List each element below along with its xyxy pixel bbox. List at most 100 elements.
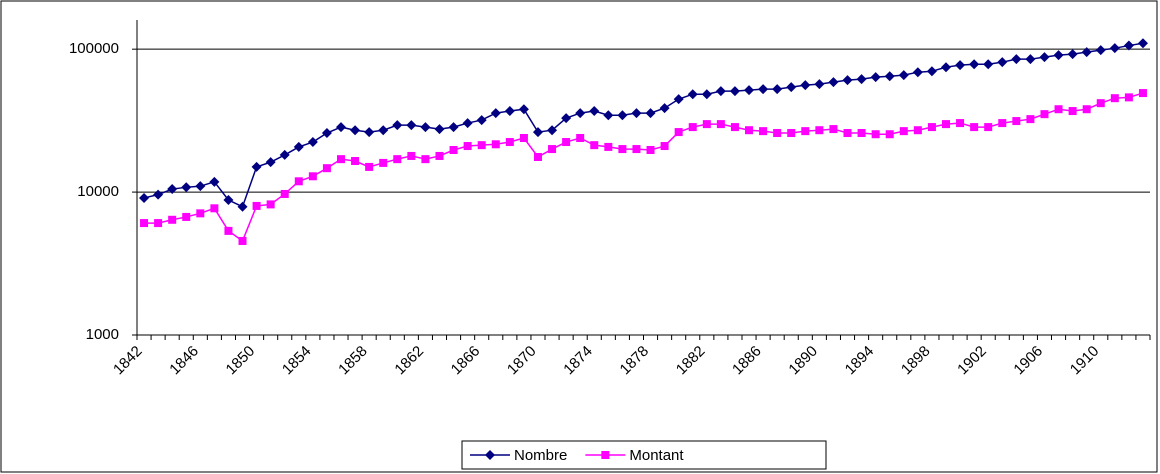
data-point: [787, 129, 796, 138]
data-point: [617, 110, 628, 121]
data-point: [1011, 54, 1022, 65]
data-point: [420, 122, 431, 133]
data-point: [745, 126, 754, 135]
data-point: [716, 120, 725, 129]
data-point: [448, 122, 459, 133]
data-point: [898, 70, 909, 81]
data-point: [829, 125, 838, 134]
data-point: [884, 71, 895, 82]
data-point: [1040, 110, 1049, 119]
data-point: [576, 134, 585, 143]
data-point: [1053, 50, 1064, 61]
data-point: [182, 212, 191, 221]
data-point: [209, 176, 220, 187]
data-point: [280, 189, 289, 198]
data-point: [449, 146, 458, 155]
data-point: [181, 182, 192, 193]
data-point: [548, 145, 557, 154]
data-point: [773, 129, 782, 138]
data-point: [801, 127, 810, 136]
data-point: [505, 138, 514, 147]
data-point: [195, 181, 206, 192]
data-point: [998, 119, 1007, 128]
y-tick-label: 10000: [77, 183, 119, 200]
data-point: [547, 125, 558, 136]
data-point: [434, 124, 445, 135]
data-point: [956, 119, 965, 128]
data-point: [223, 195, 234, 206]
data-point: [815, 126, 824, 135]
legend-label: Montant: [629, 447, 684, 464]
data-point: [379, 158, 388, 167]
data-point: [1095, 45, 1106, 56]
data-point: [293, 141, 304, 152]
legend-marker: [601, 451, 610, 459]
data-point: [970, 123, 979, 132]
data-point: [238, 236, 247, 245]
data-point: [786, 82, 797, 93]
data-point: [659, 103, 670, 114]
data-point: [490, 108, 501, 119]
data-point: [421, 155, 430, 164]
y-tick-label: 100000: [69, 40, 119, 57]
data-point: [589, 106, 600, 117]
data-point: [518, 104, 529, 115]
y-tick-label: 1000: [86, 326, 119, 343]
data-point: [562, 138, 571, 147]
data-point: [575, 108, 586, 119]
data-point: [321, 128, 332, 139]
data-point: [406, 120, 417, 131]
data-point: [758, 84, 769, 95]
data-point: [308, 172, 317, 181]
data-point: [1067, 49, 1078, 60]
data-point: [407, 151, 416, 160]
data-point: [251, 161, 262, 172]
data-point: [1138, 89, 1147, 98]
data-point: [463, 142, 472, 151]
data-point: [646, 146, 655, 155]
data-point: [687, 89, 698, 100]
data-point: [322, 164, 331, 173]
data-point: [701, 89, 712, 100]
data-point: [688, 123, 697, 132]
data-point: [294, 177, 303, 186]
data-point: [224, 226, 233, 235]
data-point: [476, 115, 487, 126]
data-point: [940, 62, 951, 73]
legend-label: Nombre: [514, 447, 567, 464]
legend-marker: [485, 450, 495, 460]
data-point: [1026, 115, 1035, 124]
data-point: [997, 57, 1008, 68]
data-point: [842, 75, 853, 86]
data-point: [927, 123, 936, 132]
data-point: [167, 184, 178, 195]
data-point: [1054, 105, 1063, 114]
data-point: [154, 219, 163, 228]
data-point: [266, 200, 275, 209]
data-point: [237, 201, 248, 212]
data-point: [673, 94, 684, 105]
data-point: [351, 157, 360, 166]
data-point: [715, 86, 726, 97]
data-point: [983, 59, 994, 70]
data-point: [913, 126, 922, 135]
data-point: [1039, 52, 1050, 63]
data-point: [871, 130, 880, 139]
data-point: [814, 79, 825, 90]
data-point: [336, 122, 347, 133]
data-point: [504, 106, 515, 117]
data-point: [984, 123, 993, 132]
data-point: [660, 142, 669, 151]
data-point: [1012, 117, 1021, 126]
data-point: [912, 67, 923, 78]
data-point: [393, 155, 402, 164]
data-point: [1110, 94, 1119, 103]
data-point: [1123, 40, 1134, 51]
data-point: [365, 162, 374, 171]
data-point: [350, 125, 361, 136]
data-point: [941, 120, 950, 129]
data-point: [1096, 99, 1105, 108]
data-point: [1082, 105, 1091, 114]
data-point: [955, 60, 966, 71]
